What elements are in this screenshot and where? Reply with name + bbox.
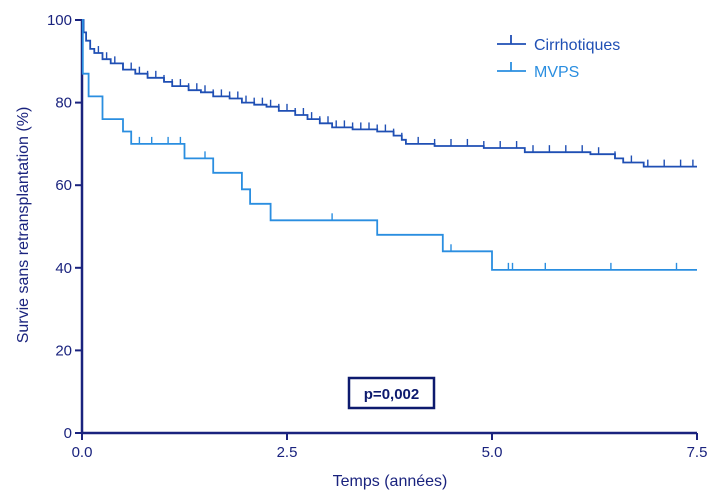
y-tick-label: 100 [47, 12, 72, 29]
y-tick-label: 20 [55, 342, 72, 359]
x-axis-title: Temps (années) [333, 473, 448, 490]
x-tick-label: 2.5 [277, 444, 298, 461]
series-layer [81, 19, 697, 271]
axes: 0 20 40 60 80 100 0.0 2.5 5.0 7.5 [47, 12, 707, 461]
x-tick-label: 0.0 [72, 444, 93, 461]
x-tick-label: 7.5 [687, 444, 708, 461]
y-tick-label: 40 [55, 260, 72, 277]
survival-curve-mvps [81, 19, 697, 271]
legend: Cirrhotiques MVPS [497, 35, 620, 81]
y-tick-label: 60 [55, 177, 72, 194]
legend-label: Cirrhotiques [534, 37, 620, 54]
legend-item-cirrhotiques: Cirrhotiques [497, 35, 620, 54]
legend-item-mvps: MVPS [497, 62, 579, 81]
y-tick-label: 0 [64, 425, 72, 442]
x-tick-label: 5.0 [482, 444, 503, 461]
p-value-label: p=0,002 [364, 386, 419, 403]
p-value-box: p=0,002 [347, 376, 436, 410]
y-tick-label: 80 [55, 95, 72, 112]
y-axis-title: Survie sans retransplantation (%) [15, 107, 32, 344]
series-mvps [81, 19, 697, 271]
legend-label: MVPS [534, 64, 579, 81]
series-cirrhotiques [82, 19, 697, 168]
